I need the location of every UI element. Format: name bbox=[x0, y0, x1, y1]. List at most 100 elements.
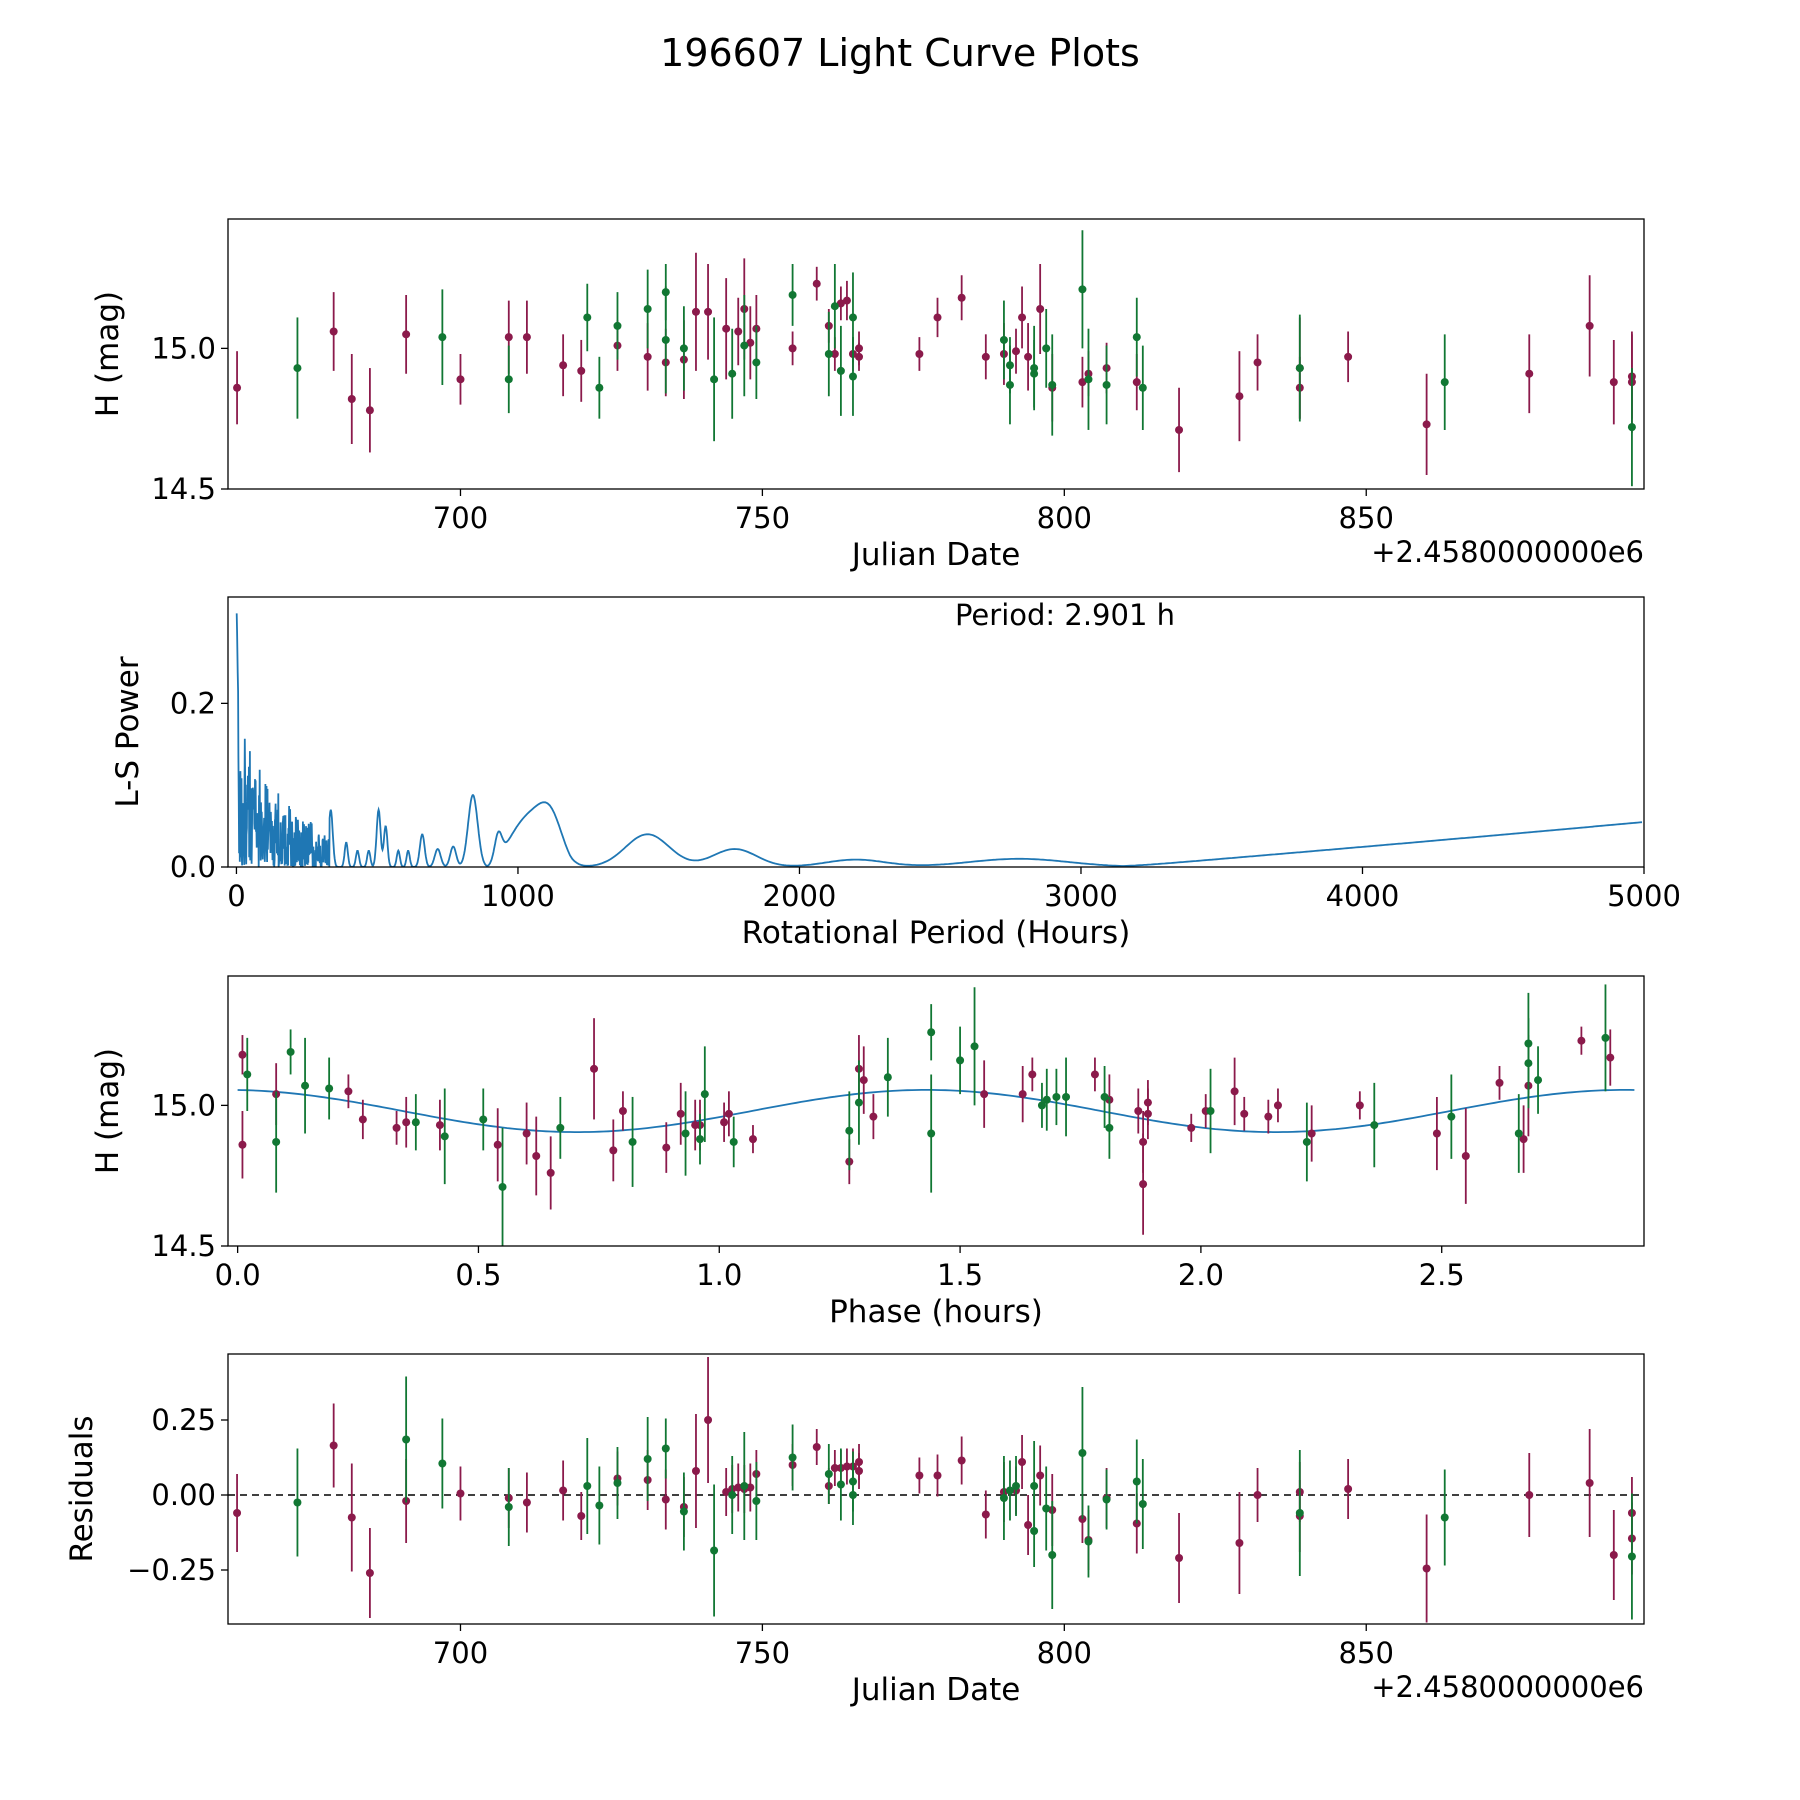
residuals-xtick-label: 700 bbox=[433, 1636, 488, 1670]
phased-point-maroon bbox=[435, 1121, 444, 1130]
lightcurve-point-green bbox=[293, 364, 302, 373]
lightcurve-point-maroon bbox=[915, 350, 924, 358]
lightcurve-point-maroon bbox=[1253, 358, 1262, 367]
lightcurve-point-green bbox=[1030, 364, 1039, 373]
phased-point-green bbox=[956, 1056, 965, 1065]
periodogram-xtick-label: 5000 bbox=[1607, 879, 1681, 913]
periodogram-axes-frame bbox=[227, 596, 1645, 868]
lightcurve-point-green bbox=[1102, 380, 1111, 389]
lightcurve-point-green bbox=[1042, 344, 1051, 353]
residuals-point-green bbox=[1102, 1495, 1111, 1504]
phased-ylabel: H (mag) bbox=[90, 1048, 126, 1174]
phased-point-maroon bbox=[1134, 1107, 1143, 1115]
residuals-point-green bbox=[1295, 1509, 1304, 1517]
phased-xtick-label: 0.0 bbox=[215, 1258, 261, 1292]
phased-point-green bbox=[411, 1118, 420, 1127]
residuals-point-green bbox=[1012, 1482, 1021, 1490]
lightcurve-point-green bbox=[752, 358, 761, 367]
periodogram-ytick-label: 0.2 bbox=[170, 686, 216, 720]
residuals-point-maroon bbox=[1344, 1485, 1353, 1493]
residuals-point-green bbox=[848, 1477, 857, 1486]
lightcurve-point-green bbox=[830, 302, 839, 311]
phased-point-maroon bbox=[662, 1143, 671, 1152]
residuals-point-maroon bbox=[347, 1513, 356, 1522]
residuals-point-maroon bbox=[1018, 1458, 1027, 1466]
lightcurve-xlabel: Julian Date bbox=[850, 537, 1021, 573]
lightcurve-xtick-label: 700 bbox=[433, 501, 488, 535]
residuals-point-green bbox=[595, 1501, 604, 1510]
lightcurve-point-maroon bbox=[365, 406, 374, 415]
lightcurve-point-maroon bbox=[1422, 420, 1431, 429]
residuals-point-maroon bbox=[1525, 1491, 1534, 1499]
phased-point-green bbox=[1052, 1092, 1061, 1101]
residuals-point-maroon bbox=[329, 1441, 338, 1450]
residuals-point-green bbox=[661, 1444, 670, 1453]
periodogram-plot-area bbox=[235, 613, 1643, 867]
residuals-point-green bbox=[1005, 1486, 1014, 1495]
residuals-plot-area bbox=[228, 1357, 1644, 1623]
lightcurve-point-maroon bbox=[522, 333, 531, 342]
lightcurve-point-green bbox=[1048, 380, 1057, 389]
phased-point-green bbox=[696, 1135, 704, 1144]
phased-point-green bbox=[883, 1073, 892, 1082]
phased-panel: 0.0 0.5 1.0 1.5 2.0 2.5 14.5 15.0 Phase (hours) H… bbox=[90, 975, 1645, 1330]
phased-point-green bbox=[272, 1137, 281, 1146]
residuals-point-maroon bbox=[577, 1512, 586, 1520]
residuals-point-green bbox=[1042, 1504, 1051, 1513]
residuals-xtick-label: 750 bbox=[735, 1636, 790, 1670]
phased-point-maroon bbox=[1187, 1123, 1196, 1132]
phased-point-green bbox=[628, 1137, 637, 1146]
lightcurve-point-maroon bbox=[691, 307, 700, 316]
residuals-point-green bbox=[999, 1494, 1008, 1502]
phased-point-green bbox=[1302, 1137, 1311, 1146]
phased-point-maroon bbox=[590, 1064, 599, 1073]
lightcurve-xtick-label: 850 bbox=[1339, 501, 1394, 535]
phased-point-green bbox=[1105, 1123, 1114, 1132]
residuals-point-green bbox=[679, 1507, 688, 1516]
periodogram-xtick-label: 1000 bbox=[481, 879, 555, 913]
residuals-point-maroon bbox=[722, 1488, 731, 1496]
phased-point-maroon bbox=[869, 1112, 878, 1121]
lightcurve-point-maroon bbox=[1012, 347, 1021, 356]
periodogram-xtick-label: 2000 bbox=[763, 879, 837, 913]
phased-point-green bbox=[1524, 1039, 1533, 1048]
lightcurve-point-maroon bbox=[1344, 352, 1353, 361]
phased-point-maroon bbox=[238, 1140, 247, 1149]
lightcurve-point-green bbox=[848, 372, 857, 381]
phased-point-green bbox=[1534, 1076, 1543, 1085]
residuals-point-green bbox=[710, 1546, 719, 1555]
figure-title: 196607 Light Curve Plots bbox=[660, 31, 1140, 75]
phased-point-maroon bbox=[1273, 1101, 1282, 1110]
residuals-point-maroon bbox=[812, 1443, 821, 1451]
phased-point-green bbox=[1601, 1033, 1610, 1042]
phased-axes-frame bbox=[227, 975, 1645, 1247]
phased-point-green bbox=[1062, 1092, 1071, 1101]
phased-point-green bbox=[556, 1123, 565, 1132]
residuals-point-maroon bbox=[365, 1569, 374, 1577]
residuals-point-green bbox=[583, 1482, 592, 1490]
phased-point-green bbox=[700, 1090, 709, 1099]
periodogram-series-line bbox=[235, 613, 1643, 867]
phased-point-maroon bbox=[1519, 1135, 1528, 1144]
residuals-point-maroon bbox=[1253, 1491, 1262, 1499]
lightcurve-point-maroon bbox=[812, 279, 821, 288]
lightcurve-point-maroon bbox=[456, 375, 465, 384]
phased-point-green bbox=[1514, 1129, 1523, 1138]
lightcurve-point-maroon bbox=[734, 327, 743, 336]
residuals-point-maroon bbox=[1609, 1551, 1618, 1559]
residuals-point-green bbox=[1048, 1551, 1057, 1559]
phased-point-maroon bbox=[1264, 1112, 1273, 1121]
lightcurve-point-green bbox=[643, 305, 652, 313]
phased-point-green bbox=[498, 1182, 507, 1191]
lightcurve-point-maroon bbox=[704, 307, 713, 316]
phased-point-maroon bbox=[532, 1152, 541, 1160]
lightcurve-point-maroon bbox=[842, 296, 851, 305]
lightcurve-point-green bbox=[1627, 423, 1636, 432]
residuals-point-maroon bbox=[842, 1462, 851, 1471]
lightcurve-offset-label: +2.4580000000e6 bbox=[1371, 535, 1644, 569]
phased-point-maroon bbox=[1090, 1070, 1099, 1079]
phased-xtick-label: 1.5 bbox=[937, 1258, 983, 1292]
phased-point-green bbox=[286, 1047, 295, 1056]
phased-point-maroon bbox=[522, 1129, 531, 1138]
residuals-point-maroon bbox=[1235, 1539, 1244, 1547]
